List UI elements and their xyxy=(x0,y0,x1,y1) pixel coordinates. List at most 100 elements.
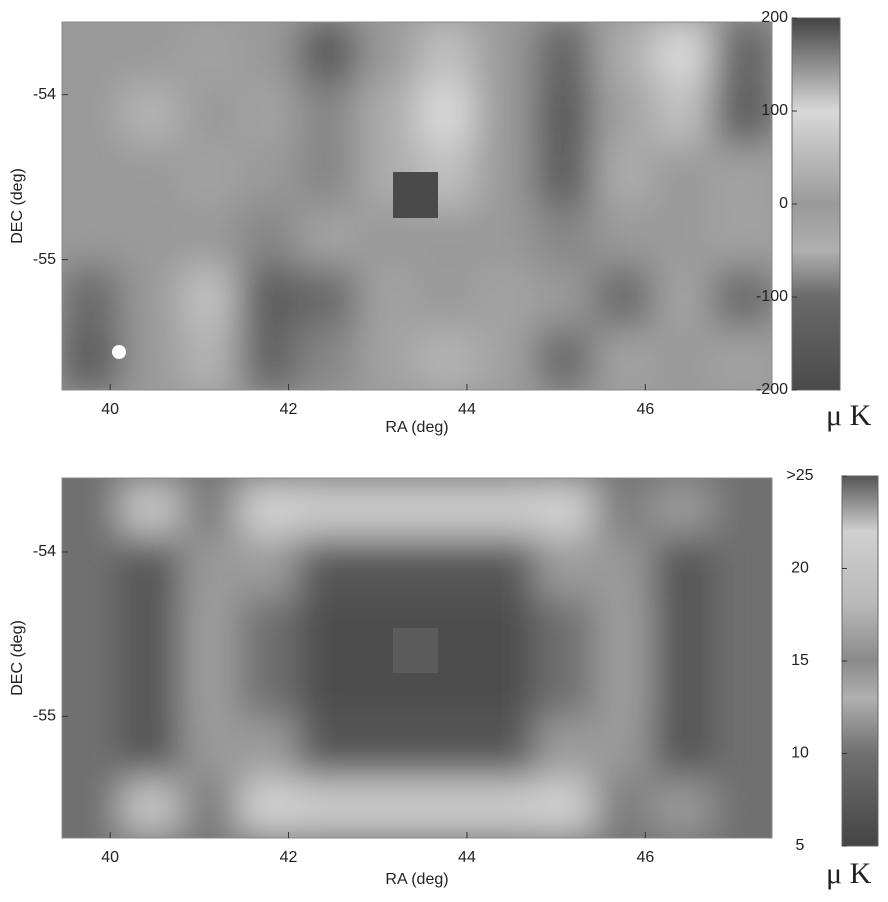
heatmap-cell xyxy=(121,538,181,599)
heatmap-cell xyxy=(121,478,181,539)
center-region xyxy=(393,628,438,673)
heatmap-cell xyxy=(239,718,299,779)
heatmap-cell xyxy=(62,718,122,779)
heatmap-cell xyxy=(62,538,122,599)
heatmap-cell xyxy=(180,778,240,839)
y-tick-label: -54 xyxy=(33,86,56,103)
x-tick-label: 46 xyxy=(636,401,654,418)
x-axis-label: RA (deg) xyxy=(385,419,448,436)
heatmap-cell xyxy=(62,22,122,84)
heatmap-cell xyxy=(417,538,477,599)
colorbar-tick-label: -100 xyxy=(756,288,788,305)
heatmap-cell xyxy=(239,538,299,599)
y-axis-label: DEC (deg) xyxy=(9,168,26,244)
heatmap-cell xyxy=(357,778,417,839)
point-source xyxy=(112,345,126,359)
heatmap-cell xyxy=(298,478,358,539)
heatmap-cell xyxy=(239,478,299,539)
heatmap-cell xyxy=(653,538,713,599)
heatmap-cell xyxy=(357,83,417,145)
heatmap-cell xyxy=(180,718,240,779)
heatmap-cell xyxy=(121,328,181,390)
heatmap-cell xyxy=(298,267,358,329)
heatmap-cell xyxy=(594,144,654,206)
heatmap-cell xyxy=(712,144,772,206)
heatmap-cell xyxy=(62,267,122,329)
heatmap-cell xyxy=(239,22,299,84)
x-tick-label: 40 xyxy=(101,849,119,866)
heatmap-cell xyxy=(121,83,181,145)
heatmap-cell xyxy=(712,478,772,539)
x-tick-label: 46 xyxy=(636,849,654,866)
heatmap-cell xyxy=(298,22,358,84)
heatmap-cell xyxy=(476,22,536,84)
heatmap-cell xyxy=(121,778,181,839)
heatmap-cell xyxy=(476,658,536,719)
heatmap-cell xyxy=(417,778,477,839)
y-tick-label: -55 xyxy=(33,708,56,725)
heatmap-cell xyxy=(121,718,181,779)
heatmap-cell xyxy=(62,328,122,390)
heatmap-cell xyxy=(417,83,477,145)
heatmap-cell xyxy=(180,22,240,84)
colorbar-tick-label: -200 xyxy=(756,381,788,398)
heatmap-cell xyxy=(653,778,713,839)
heatmap-cell xyxy=(298,83,358,145)
heatmap-cell xyxy=(476,206,536,268)
heatmap-cell xyxy=(653,144,713,206)
heatmap-cell xyxy=(535,598,595,659)
heatmap-cell xyxy=(357,538,417,599)
heatmap-cell xyxy=(653,328,713,390)
heatmap-cell xyxy=(535,538,595,599)
heatmap-cell xyxy=(535,478,595,539)
colorbar-tick-label: 15 xyxy=(791,652,809,669)
heatmap-cell xyxy=(535,144,595,206)
x-tick-label: 44 xyxy=(458,401,476,418)
colorbar-tick-label: >25 xyxy=(786,467,813,484)
heatmap-cell xyxy=(594,83,654,145)
heatmap-cell xyxy=(712,778,772,839)
heatmap-cell xyxy=(594,658,654,719)
heatmap-cell xyxy=(535,83,595,145)
x-tick-label: 42 xyxy=(280,849,298,866)
heatmap-cell xyxy=(121,658,181,719)
heatmap-cell xyxy=(476,83,536,145)
colorbar xyxy=(842,476,878,846)
heatmap-cell xyxy=(712,206,772,268)
heatmap-cell xyxy=(594,206,654,268)
heatmap-cell xyxy=(180,328,240,390)
heatmap-cell xyxy=(653,83,713,145)
heatmap-cell xyxy=(417,478,477,539)
masked-region xyxy=(393,172,438,218)
heatmap-cell xyxy=(712,598,772,659)
heatmap-cell xyxy=(535,267,595,329)
heatmap-cell xyxy=(594,267,654,329)
heatmap-cell xyxy=(180,144,240,206)
heatmap-cell xyxy=(594,478,654,539)
heatmap-cell xyxy=(417,718,477,779)
heatmap-cell xyxy=(653,267,713,329)
heatmap-cell xyxy=(535,778,595,839)
heatmap-panel: 40424446-54-55RA (deg)DEC (deg)2001000-1… xyxy=(9,9,871,436)
heatmap-cell xyxy=(712,658,772,719)
heatmap-cell xyxy=(180,83,240,145)
heatmap-cell xyxy=(180,658,240,719)
heatmap-cell xyxy=(417,267,477,329)
heatmap-cell xyxy=(653,22,713,84)
heatmap-cell xyxy=(476,478,536,539)
heatmap-cell xyxy=(476,538,536,599)
heatmap-cell xyxy=(121,22,181,84)
heatmap-cell xyxy=(712,538,772,599)
heatmap-cell xyxy=(357,478,417,539)
heatmap-cell xyxy=(535,206,595,268)
heatmap-cell xyxy=(712,22,772,84)
heatmap-cell xyxy=(298,206,358,268)
heatmap-cell xyxy=(594,328,654,390)
x-tick-label: 42 xyxy=(280,401,298,418)
heatmap-cell xyxy=(357,22,417,84)
heatmap-cell xyxy=(653,658,713,719)
heatmap-cell xyxy=(62,658,122,719)
colorbar-tick-label: 5 xyxy=(796,837,805,854)
heatmap-cell xyxy=(357,718,417,779)
